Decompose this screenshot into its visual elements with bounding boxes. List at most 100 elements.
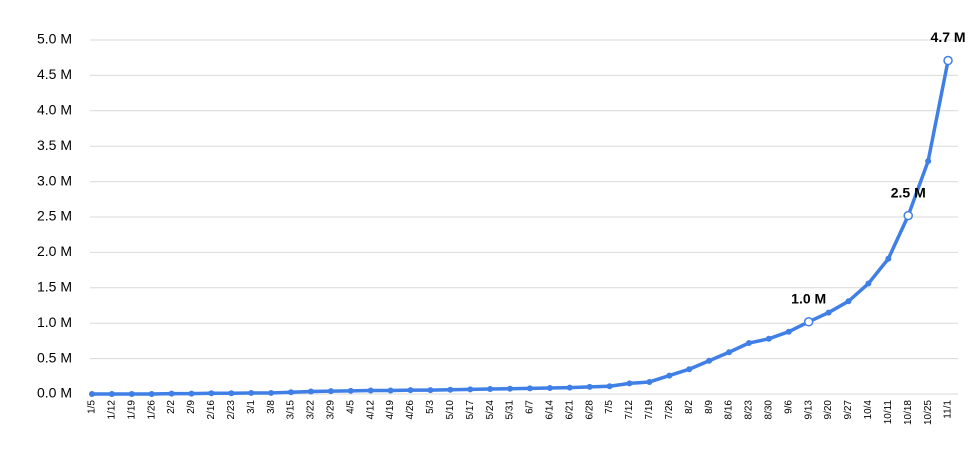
- data-label: 4.7 M: [931, 29, 966, 45]
- x-tick-label: 5/31: [505, 400, 516, 420]
- marker: [268, 389, 275, 396]
- x-tick-label: 9/13: [803, 400, 814, 420]
- y-tick-label: 4.5 M: [37, 66, 72, 82]
- marker-open: [943, 55, 953, 66]
- x-tick-label: 6/14: [545, 400, 556, 420]
- x-tick-label: 11/1: [943, 400, 954, 419]
- x-tick-label: 5/3: [425, 400, 436, 414]
- x-tick-label: 5/24: [485, 400, 496, 420]
- y-tick-label: 4.0 M: [37, 102, 72, 118]
- marker: [885, 255, 892, 262]
- marker: [367, 387, 374, 394]
- x-tick-label: 10/18: [903, 400, 914, 425]
- marker: [188, 390, 195, 397]
- marker: [208, 390, 215, 397]
- marker: [606, 383, 613, 390]
- x-tick-label: 4/12: [365, 400, 376, 420]
- marker: [447, 386, 454, 393]
- x-tick-label: 5/17: [465, 400, 476, 420]
- marker: [148, 391, 155, 397]
- x-tick-label: 7/19: [644, 400, 655, 420]
- x-tick-label: 6/7: [525, 400, 536, 414]
- marker: [865, 280, 872, 287]
- x-tick-label: 4/19: [385, 400, 396, 420]
- marker: [88, 391, 95, 397]
- y-tick-label: 0.0 M: [37, 385, 72, 401]
- marker: [666, 372, 673, 379]
- x-tick-label: 7/5: [604, 400, 615, 414]
- marker: [526, 385, 533, 392]
- x-tick-label: 2/9: [186, 400, 197, 414]
- marker: [586, 383, 593, 390]
- marker: [785, 328, 792, 335]
- marker: [487, 386, 494, 393]
- x-tick-label: 1/26: [146, 400, 157, 420]
- x-tick-label: 10/4: [863, 400, 874, 420]
- marker: [248, 389, 255, 396]
- marker: [327, 388, 334, 395]
- marker: [745, 340, 752, 347]
- data-label: 1.0 M: [791, 290, 826, 306]
- x-tick-label: 3/29: [326, 400, 337, 420]
- marker: [427, 387, 434, 394]
- x-tick-label: 1/12: [107, 400, 118, 420]
- y-tick-label: 1.0 M: [37, 314, 72, 330]
- marker: [407, 387, 414, 394]
- marker: [387, 387, 394, 394]
- x-tick-label: 1/5: [87, 400, 98, 414]
- marker-open: [803, 317, 814, 327]
- marker: [706, 357, 713, 364]
- x-tick-label: 6/21: [564, 400, 575, 420]
- data-label: 2.5 M: [891, 184, 926, 200]
- x-tick-label: 2/2: [166, 400, 177, 414]
- marker: [228, 390, 235, 397]
- x-tick-label: 8/9: [704, 400, 715, 414]
- marker: [646, 378, 653, 385]
- x-tick-label: 10/11: [883, 400, 894, 425]
- marker: [845, 298, 852, 305]
- x-tick-label: 3/15: [286, 400, 297, 420]
- x-tick-label: 8/2: [684, 400, 695, 414]
- y-tick-label: 5.0 M: [37, 31, 72, 47]
- x-tick-label: 3/8: [266, 400, 277, 414]
- x-tick-label: 6/28: [584, 400, 595, 420]
- x-tick-label: 8/23: [744, 400, 755, 420]
- y-tick-label: 0.5 M: [37, 349, 72, 365]
- marker: [347, 387, 354, 394]
- x-tick-label: 10/25: [923, 400, 934, 425]
- x-tick-label: 7/12: [624, 400, 635, 420]
- marker: [128, 391, 135, 397]
- y-tick-label: 3.0 M: [37, 172, 72, 188]
- y-tick-label: 2.5 M: [37, 208, 72, 224]
- marker: [168, 390, 175, 397]
- marker: [566, 384, 573, 391]
- marker: [925, 158, 932, 165]
- x-tick-label: 4/26: [405, 400, 416, 420]
- marker: [686, 366, 693, 373]
- x-tick-label: 9/6: [783, 400, 794, 414]
- y-tick-label: 2.0 M: [37, 243, 72, 259]
- marker: [467, 386, 474, 393]
- y-tick-label: 1.5 M: [37, 279, 72, 295]
- marker: [825, 309, 832, 316]
- x-tick-label: 9/27: [843, 400, 854, 420]
- marker: [726, 349, 733, 356]
- x-tick-label: 8/30: [764, 400, 775, 420]
- x-tick-label: 5/10: [445, 400, 456, 420]
- marker: [307, 388, 314, 395]
- marker: [108, 391, 115, 397]
- marker: [288, 389, 295, 396]
- x-tick-label: 7/26: [664, 400, 675, 420]
- x-tick-label: 4/5: [345, 400, 356, 414]
- x-tick-label: 1/19: [126, 400, 137, 420]
- x-tick-label: 2/23: [226, 400, 237, 420]
- y-tick-label: 3.5 M: [37, 137, 72, 153]
- x-tick-label: 9/20: [823, 400, 834, 420]
- marker: [626, 380, 633, 387]
- marker: [507, 385, 514, 392]
- x-tick-label: 2/16: [206, 400, 217, 420]
- marker: [765, 335, 772, 342]
- marker-open: [903, 210, 913, 221]
